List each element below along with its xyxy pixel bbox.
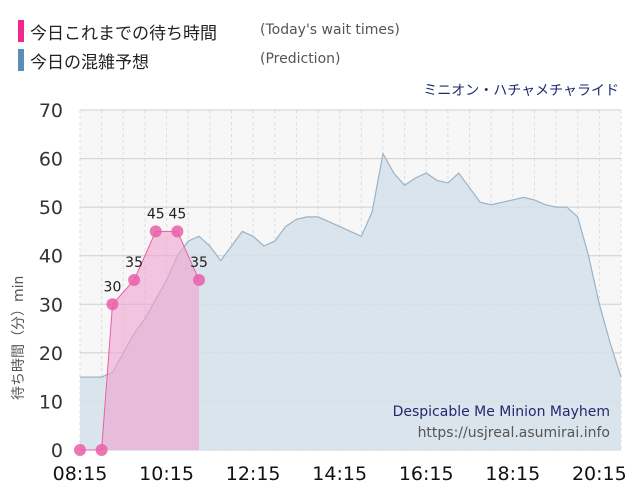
today-data-label: 35	[190, 255, 208, 271]
y-tick-label: 0	[51, 440, 63, 462]
y-tick-labels: 0 10 20 30 40 50 60 70	[39, 100, 63, 462]
x-tick-label: 08:15	[53, 463, 108, 485]
today-data-label: 30	[104, 279, 122, 295]
x-tick-label: 16:15	[399, 463, 454, 485]
today-points	[74, 225, 206, 456]
today-point	[74, 444, 86, 456]
attraction-jp-title: ミニオン・ハチャメチャライド	[423, 83, 619, 99]
legend-prediction-label: 今日の混雑予想	[30, 52, 149, 73]
y-tick-label: 50	[39, 197, 63, 219]
today-data-label: 45	[168, 206, 186, 222]
y-tick-label: 70	[39, 100, 63, 122]
legend-today-label: 今日これまでの待ち時間	[30, 23, 217, 44]
y-axis-label: 待ち時間（分）min	[11, 276, 27, 400]
y-tick-label: 20	[39, 343, 63, 365]
y-tick-label: 40	[39, 246, 63, 268]
x-tick-label: 14:15	[312, 463, 367, 485]
today-point	[171, 225, 184, 238]
legend-prediction: 今日の混雑予想	[18, 48, 149, 73]
x-tick-label: 18:15	[485, 463, 540, 485]
x-tick-label: 20:15	[572, 463, 627, 485]
legend-today-sub: (Today's wait times)	[260, 22, 400, 38]
today-area	[80, 231, 199, 450]
legend-today: 今日これまでの待ち時間	[18, 19, 217, 44]
y-tick-label: 30	[39, 294, 63, 316]
prediction-area	[80, 153, 621, 450]
today-point	[128, 274, 141, 286]
today-point	[149, 225, 162, 238]
today-point	[106, 298, 119, 311]
today-data-label: 35	[125, 255, 143, 271]
x-tick-label: 12:15	[226, 463, 281, 485]
x-tick-labels: 08:15 10:15 12:15 14:15 16:15 18:15 20:15	[53, 463, 627, 485]
legend-today-swatch	[18, 20, 24, 42]
legend-prediction-sub: (Prediction)	[260, 51, 341, 67]
source-url: https://usjreal.asumirai.info	[418, 425, 610, 441]
today-data-label: 45	[147, 206, 165, 222]
attraction-en-title: Despicable Me Minion Mayhem	[393, 404, 610, 420]
y-tick-label: 60	[39, 149, 63, 171]
y-tick-label: 10	[39, 391, 63, 413]
x-tick-label: 10:15	[139, 463, 194, 485]
today-point	[95, 444, 108, 456]
legend-prediction-swatch	[18, 49, 24, 71]
today-point	[193, 274, 206, 286]
